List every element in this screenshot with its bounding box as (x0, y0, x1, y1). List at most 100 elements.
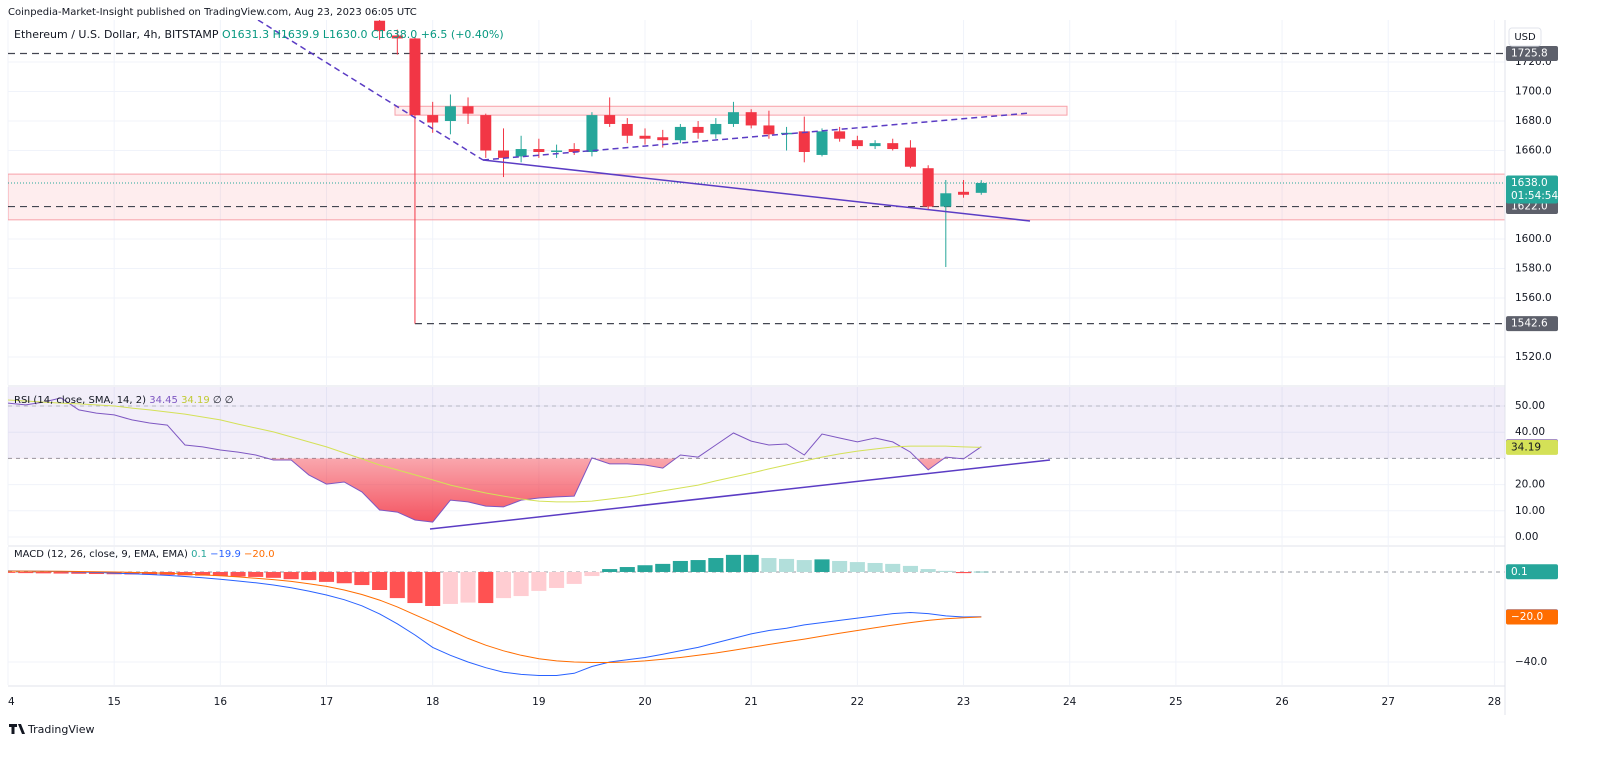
rsi-extra: ∅ ∅ (213, 395, 234, 406)
rsi-legend: RSI (14, close, SMA, 14, 2) 34.45 34.19 … (14, 395, 234, 406)
rsi-ma-value: 34.19 (181, 395, 210, 406)
x-tick-label: 23 (957, 696, 970, 708)
currency[interactable]: USD (1514, 32, 1536, 43)
macd-hist-value: 0.1 (191, 549, 207, 560)
candle-body (586, 115, 598, 152)
histogram-bar (354, 571, 370, 586)
trendline (257, 20, 484, 161)
histogram-bar (814, 559, 830, 572)
currency-box[interactable] (1508, 27, 1542, 47)
x-tick-label: 4 (8, 696, 15, 708)
candle-body (940, 193, 952, 207)
y-tick-label: 1700.0 (1515, 86, 1552, 98)
histogram-bar (460, 571, 476, 603)
histogram-bar (637, 565, 653, 572)
x-tick-label: 28 (1488, 696, 1501, 708)
candle-body (692, 126, 704, 133)
histogram-bar (478, 571, 494, 604)
histogram-bar (672, 560, 688, 572)
candle-body (374, 20, 386, 32)
y-tick-label: 1580.0 (1515, 262, 1552, 274)
histogram-bar (53, 571, 69, 574)
histogram-bar (513, 571, 529, 597)
histogram-bar (265, 571, 281, 578)
candle-body (763, 125, 775, 135)
histogram-bar (88, 571, 104, 575)
histogram-bar (372, 571, 388, 590)
x-tick-label: 26 (1275, 696, 1289, 708)
x-tick-label: 25 (1169, 696, 1182, 708)
price-label: 0.1 (1511, 566, 1528, 578)
candle-body (639, 135, 651, 139)
candle-body (497, 150, 509, 158)
candle-body (604, 115, 616, 124)
x-tick-label: 27 (1382, 696, 1395, 708)
candle-body (674, 126, 686, 141)
candle-body (480, 115, 492, 151)
candle-body (727, 112, 739, 124)
macd-title: MACD (12, 26, close, 9, EMA, EMA) (14, 549, 188, 560)
oversold-fill (267, 458, 965, 523)
histogram-bar (602, 569, 618, 572)
rsi-band (8, 387, 1505, 459)
histogram-bar (248, 571, 264, 577)
trendline (482, 112, 1031, 161)
y-tick-label: 0.00 (1515, 531, 1538, 543)
histogram-bar (283, 571, 299, 580)
candle-body (391, 35, 403, 39)
candle-body (904, 147, 916, 167)
rsi-value: 34.45 (149, 395, 178, 406)
signal-value: −20.0 (244, 549, 275, 560)
brand: TradingView (9, 723, 94, 736)
candle-body (462, 106, 474, 114)
histogram-bar (124, 571, 140, 575)
histogram-bar (867, 562, 883, 572)
x-tick-label: 17 (320, 696, 333, 708)
ohlc-high: H1639.9 (273, 28, 320, 41)
price-label-box (1506, 175, 1558, 204)
candle-body (657, 137, 669, 141)
histogram-bar (973, 571, 989, 573)
y-tick-label: 1680.0 (1515, 115, 1552, 127)
histogram-bar (71, 571, 87, 574)
price-label: −20.0 (1511, 611, 1543, 623)
candle-body (958, 191, 970, 195)
price-label: 1725.8 (1511, 47, 1548, 59)
histogram-bar (779, 558, 795, 572)
candle-body (427, 115, 439, 123)
histogram-bar (407, 571, 423, 604)
indicator-line (8, 399, 982, 503)
rsi-trendline (429, 459, 1051, 530)
histogram-bar (495, 571, 512, 599)
histogram-bar (955, 571, 972, 574)
price-label: 1622.0 (1511, 201, 1548, 213)
candle-body (710, 123, 722, 135)
histogram-bar (849, 562, 865, 572)
pane (8, 554, 1505, 676)
pane (8, 387, 1505, 523)
y-tick-label: 1660.0 (1515, 145, 1552, 157)
histogram-bar (902, 565, 918, 572)
ohlc-close: C1638.0 (371, 28, 417, 41)
histogram-bar (938, 570, 954, 572)
plot (8, 20, 1505, 676)
y-tick-label: 20.00 (1515, 479, 1545, 491)
histogram-bar (743, 554, 759, 572)
candle-body (568, 149, 580, 152)
x-tick-label: 19 (532, 696, 545, 708)
histogram-bar (531, 571, 547, 591)
y-tick-label: 40.00 (1515, 426, 1545, 438)
rsi-title: RSI (14, close, SMA, 14, 2) (14, 395, 146, 406)
drawings (257, 20, 1031, 222)
candle-body (745, 112, 757, 126)
axis-labels: 1520.0 1560.0 1580.0 1600.0 1660.0 1680.0 1700… (8, 45, 1558, 708)
macd-legend: MACD (12, 26, close, 9, EMA, EMA) 0.1 −1… (14, 549, 275, 560)
candle-body (444, 106, 456, 122)
ohlc-low: L1630.0 (323, 28, 368, 41)
price-label-box (1506, 564, 1558, 580)
candle-body (834, 131, 846, 139)
ohlc-open: O1631.3 (222, 28, 269, 41)
price-label-box (1506, 439, 1558, 455)
histogram-bar (195, 571, 211, 576)
